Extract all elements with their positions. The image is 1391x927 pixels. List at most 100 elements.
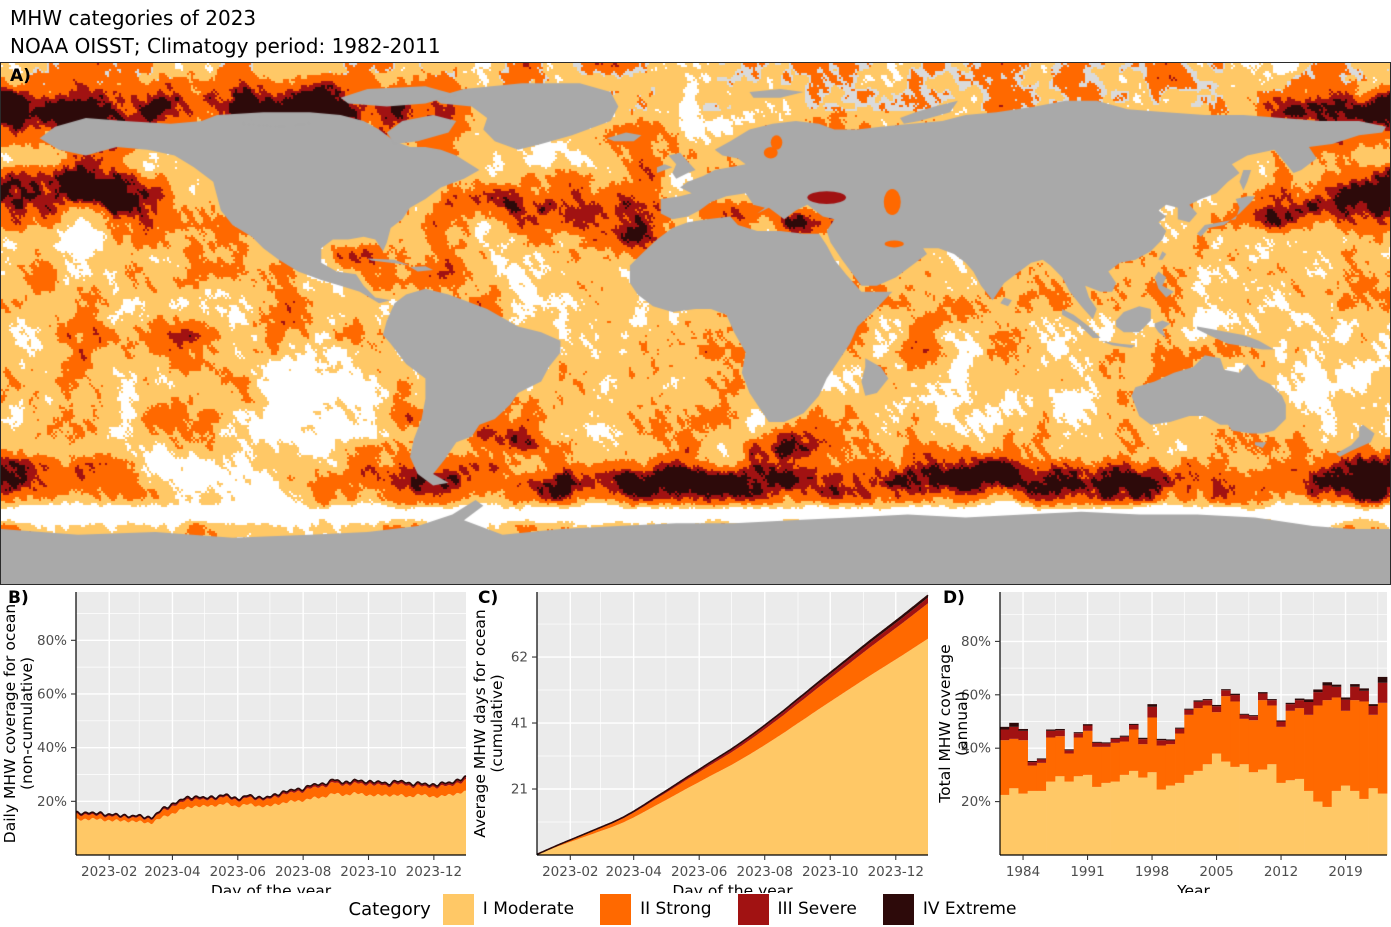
bar-2003-extreme: [1193, 700, 1204, 702]
bar-2008-extreme: [1239, 713, 1250, 715]
bar-2002-moderate: [1184, 774, 1194, 855]
bar-2008-moderate: [1239, 764, 1250, 855]
bar-1990-moderate: [1073, 776, 1084, 855]
cumulative-days-chart: 21 41 62 2023-02 2023-04 2023-06 2023-08 2023-1…: [471, 592, 929, 893]
legend-swatch-severe: [737, 893, 769, 925]
bar-2021-strong: [1359, 701, 1369, 799]
bar-1987-severe: [1046, 730, 1056, 738]
bar-1991-strong: [1082, 730, 1093, 775]
bar-2021-severe: [1359, 690, 1369, 702]
bar-2000-severe: [1165, 740, 1176, 745]
bar-2006-strong: [1221, 696, 1231, 762]
bar-1985-severe: [1027, 762, 1038, 766]
bar-2010-severe: [1258, 693, 1268, 701]
panel-c-tag: C): [478, 588, 499, 608]
bar-1991-severe: [1082, 725, 1093, 731]
y-tick-label: 20%: [961, 794, 991, 810]
bar-2015-severe: [1304, 702, 1314, 715]
bar-1988-extreme: [1055, 728, 1065, 731]
bar-2022-extreme: [1368, 704, 1379, 707]
x-axis-title: Day of the year: [672, 882, 793, 893]
bar-2019-strong: [1340, 710, 1351, 786]
bar-2012-severe: [1276, 721, 1286, 727]
bar-1994-moderate: [1110, 781, 1121, 855]
charts-row: 20% 40% 60% 80% 2023-02 2023-04 2023-06 2023-08…: [0, 585, 1391, 893]
bar-2017-strong: [1322, 700, 1333, 807]
bar-2001-extreme: [1175, 727, 1185, 729]
bar-2017-severe: [1322, 685, 1333, 701]
bar-2020-moderate: [1350, 790, 1360, 855]
bar-2013-severe: [1285, 704, 1296, 711]
area-strong: [76, 779, 466, 825]
bar-2011-strong: [1267, 705, 1277, 765]
y-tick-label: 80%: [37, 633, 67, 649]
bar-1982-extreme: [1000, 726, 1010, 730]
y-tick-label: 60%: [37, 686, 67, 702]
bar-2005-extreme: [1211, 704, 1222, 707]
bar-2007-strong: [1230, 701, 1240, 767]
bar-2000-extreme: [1165, 739, 1176, 741]
bar-2013-moderate: [1285, 780, 1296, 855]
x-tick-label: 1991: [1070, 864, 1104, 880]
bar-2018-moderate: [1331, 790, 1342, 855]
bar-1990-strong: [1073, 737, 1084, 777]
bar-2002-severe: [1184, 709, 1194, 715]
bar-2014-strong: [1294, 708, 1305, 779]
bar-2014-severe: [1294, 700, 1305, 709]
bar-1997-strong: [1138, 744, 1148, 778]
y-tick-label: 40%: [961, 741, 991, 757]
x-tick-label: 2023-08: [737, 864, 793, 880]
legend-swatch-moderate: [442, 893, 474, 925]
legend-item-strong: II Strong: [600, 893, 712, 925]
bar-2009-severe: [1248, 716, 1259, 721]
bar-1988-severe: [1055, 730, 1065, 737]
bar-2016-strong: [1313, 705, 1323, 802]
bar-2021-moderate: [1359, 798, 1369, 855]
x-tick-label: 2023-06: [210, 864, 266, 880]
x-tick-label: 2023-04: [605, 864, 661, 880]
bar-2017-extreme: [1322, 682, 1333, 686]
bar-1993-moderate: [1101, 782, 1111, 855]
x-tick-label: 2023-10: [802, 864, 858, 880]
bar-2013-strong: [1285, 710, 1296, 781]
bar-1982-severe: [1000, 729, 1010, 741]
x-tick-label: 1984: [1006, 864, 1040, 880]
bar-1982-moderate: [1000, 794, 1010, 855]
bar-1995-strong: [1119, 741, 1130, 775]
y-tick-label: 41: [511, 716, 528, 732]
bar-2001-severe: [1175, 728, 1185, 734]
bar-2017-moderate: [1322, 806, 1333, 855]
x-tick-label: 2023-04: [144, 864, 200, 880]
bar-1995-moderate: [1119, 774, 1130, 855]
bar-2006-extreme: [1221, 689, 1231, 691]
bar-2002-extreme: [1184, 708, 1194, 710]
bar-1992-strong: [1092, 746, 1102, 787]
bar-1999-moderate: [1156, 789, 1167, 855]
y-axis-title: (cumulative): [488, 674, 506, 772]
bar-2019-moderate: [1340, 785, 1351, 855]
y-axis-title: Average MHW days for ocean: [471, 609, 489, 837]
x-tick-label: 2023-02: [542, 864, 598, 880]
bar-1984-moderate: [1018, 793, 1028, 855]
bar-2023-strong: [1377, 702, 1388, 794]
bar-1996-strong: [1129, 729, 1139, 771]
bar-1999-extreme: [1156, 738, 1167, 741]
bar-2018-strong: [1331, 697, 1342, 791]
bar-1990-severe: [1073, 733, 1084, 738]
legend-label: II Strong: [640, 899, 712, 919]
x-tick-label: 2023-08: [275, 864, 331, 880]
bar-2023-extreme: [1377, 676, 1388, 683]
bar-2000-moderate: [1165, 785, 1176, 855]
bar-2016-extreme: [1313, 689, 1323, 693]
x-tick-label: 2023-02: [81, 864, 137, 880]
bar-2012-strong: [1276, 726, 1286, 783]
bar-2004-severe: [1202, 700, 1213, 706]
bar-1998-moderate: [1147, 772, 1157, 855]
world-mhw-map: [1, 63, 1390, 584]
bar-2022-strong: [1368, 714, 1379, 789]
bar-2003-severe: [1193, 701, 1204, 709]
bar-2015-extreme: [1304, 699, 1314, 703]
bar-1991-extreme: [1082, 724, 1093, 726]
category-legend: Category I Moderate II Strong III Severe IV…: [0, 891, 1391, 927]
bar-1997-extreme: [1138, 737, 1148, 740]
